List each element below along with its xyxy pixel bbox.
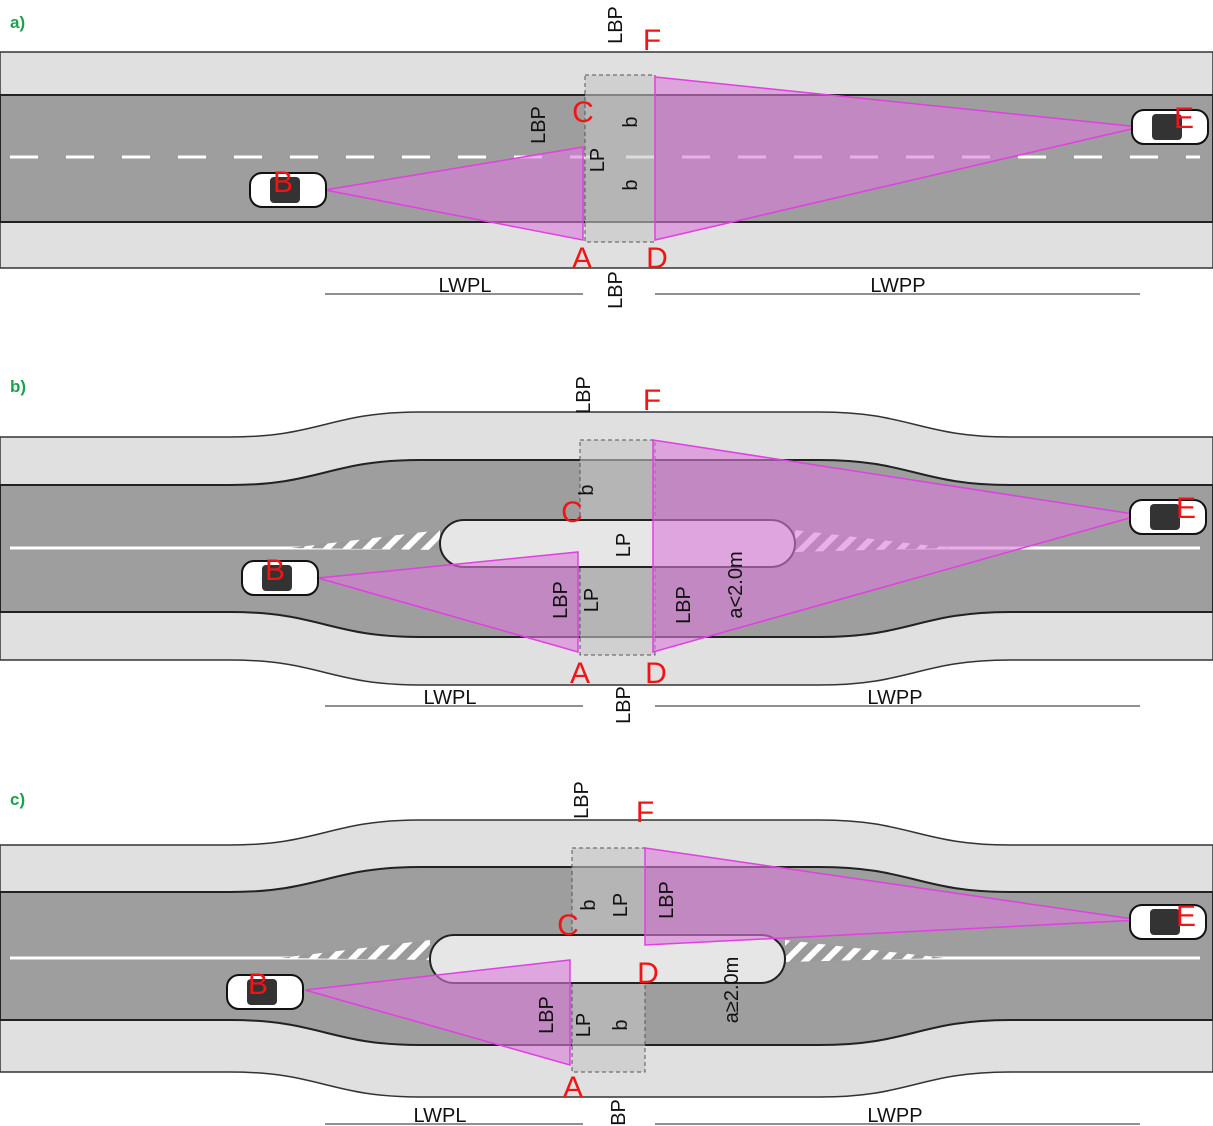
dimension-label: a≥2.0m: [721, 957, 743, 1024]
point-label: F: [643, 384, 661, 417]
visibility-triangle: [652, 439, 1141, 653]
dimension-label: b: [620, 116, 642, 127]
dimension-label: LBP: [605, 6, 627, 44]
crossing-zone: [584, 74, 656, 243]
car-window: [1150, 909, 1180, 935]
visibility-triangle: [317, 551, 579, 653]
dimension-label: LBP: [528, 106, 550, 144]
point-label: C: [557, 909, 579, 942]
dimension-label: LBP: [571, 781, 593, 819]
panel: c) A B C D E F LBP b LP LBP a≥2.0m LBP LP b LWPL LBP LWPP: [0, 781, 1213, 1126]
panel: a) A B C D E F LBP LBP LP b b LWPL LBP LWPP: [0, 6, 1213, 309]
car-window: [1150, 504, 1180, 530]
point-label: F: [636, 796, 654, 829]
visibility-triangle: [644, 847, 1141, 946]
car-window: [270, 177, 300, 203]
hatched-area: [280, 940, 430, 960]
visibility-triangle: [304, 959, 571, 1066]
dimension-label: LBP: [608, 1099, 630, 1126]
dimension-label: LWPL: [414, 1105, 467, 1126]
dimension-label: LBP: [613, 686, 635, 724]
point-label: F: [643, 24, 661, 57]
panel: b) A B C D E F LBP b LP LBP LP LBP a<2.0m LWPL LBP LWPP: [0, 376, 1213, 724]
point-label: C: [572, 96, 594, 129]
dimension-label: b: [576, 484, 598, 495]
point-label: E: [1176, 900, 1196, 933]
dimension-label: LWPL: [424, 687, 477, 709]
panel-label: a): [10, 13, 25, 32]
dimension-label: LWPP: [867, 687, 922, 709]
dimension-label: LBP: [573, 376, 595, 414]
dimension-label: LWPP: [867, 1105, 922, 1126]
dimension-label: a<2.0m: [725, 551, 747, 618]
point-label: A: [572, 242, 592, 275]
dimension-label: b: [578, 899, 600, 910]
dimension-label: LP: [581, 588, 603, 612]
point-label: B: [273, 166, 293, 199]
dimension-label: LWPP: [870, 275, 925, 297]
visibility-triangle: [654, 76, 1141, 241]
car-window: [247, 979, 277, 1005]
point-label: C: [561, 496, 583, 529]
point-label: E: [1176, 492, 1196, 525]
point-label: B: [248, 968, 268, 1001]
hatched-area: [785, 940, 945, 962]
dimension-label: LBP: [550, 581, 572, 619]
dimension-label: LWPL: [439, 275, 492, 297]
hatched-area: [290, 530, 440, 550]
panel-label: c): [10, 790, 25, 809]
dimension-label: LP: [610, 893, 632, 917]
car-window: [262, 565, 292, 591]
point-label: A: [570, 657, 590, 690]
dimension-label: LP: [573, 1013, 595, 1037]
dimension-label: LBP: [536, 996, 558, 1034]
dimension-label: LP: [613, 533, 635, 557]
dimension-label: LBP: [656, 881, 678, 919]
car-window: [1152, 114, 1182, 140]
point-label: D: [646, 242, 668, 275]
point-label: D: [645, 657, 667, 690]
point-label: D: [637, 957, 659, 990]
point-label: A: [563, 1071, 583, 1104]
dimension-label: LBP: [673, 586, 695, 624]
panel-label: b): [10, 377, 26, 396]
point-label: E: [1174, 102, 1194, 135]
visibility-triangle: [324, 146, 584, 241]
dimension-label: b: [610, 1019, 632, 1030]
dimension-label: LBP: [605, 271, 627, 309]
dimension-label: LP: [587, 148, 609, 172]
point-label: B: [265, 554, 285, 587]
dimension-label: b: [620, 179, 642, 190]
